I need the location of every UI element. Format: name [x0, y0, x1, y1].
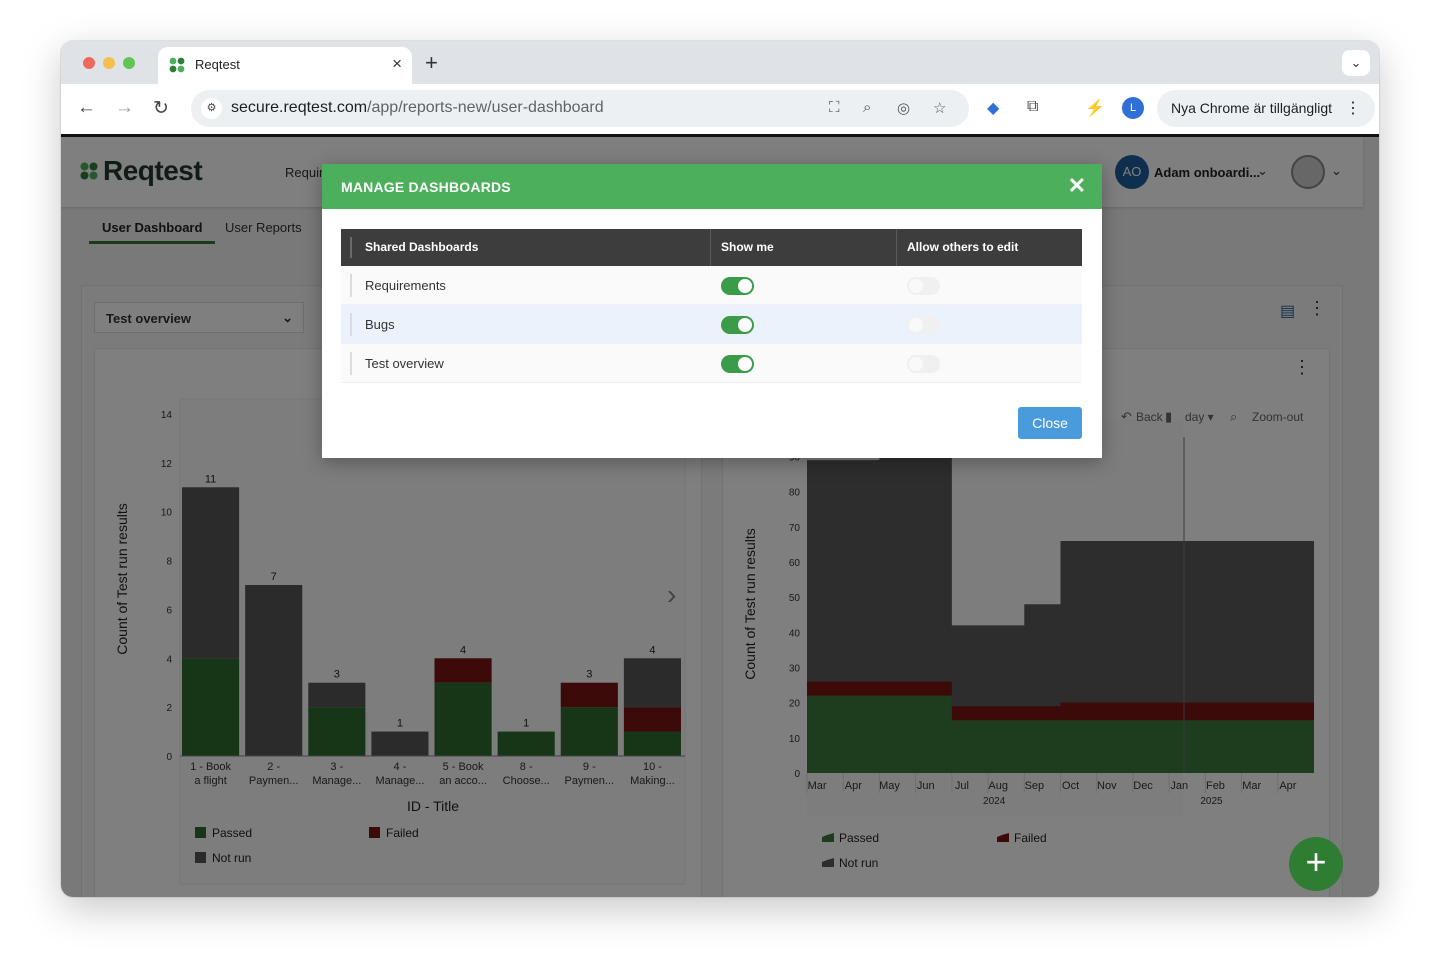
profile-avatar[interactable]: L [1122, 97, 1144, 119]
manage-dashboards-modal: MANAGE DASHBOARDS ✕ Shared Dashboards Sh… [322, 164, 1102, 458]
dashboard-name: Test overview [365, 356, 444, 371]
browser-tab[interactable]: Reqtest × [158, 47, 412, 84]
add-fab-button[interactable]: + [1289, 837, 1343, 891]
drag-handle-icon[interactable] [350, 313, 352, 336]
tab-strip: Reqtest × + ⌄ [61, 41, 1379, 84]
table-row: Test overview [341, 344, 1082, 383]
browser-toolbar: ← → ↻ ⚙ secure.reqtest.com/app/reports-n… [61, 84, 1379, 134]
dashboard-name: Requirements [365, 278, 446, 293]
translate-icon[interactable]: ⛶ [829, 99, 840, 116]
reqtest-logo-icon [169, 57, 185, 73]
table-row: Requirements [341, 266, 1082, 305]
url-text[interactable]: secure.reqtest.com/app/reports-new/user-… [231, 99, 604, 116]
table-header: Shared Dashboards Show me Allow others t… [341, 229, 1082, 266]
drag-handle-icon[interactable] [350, 352, 352, 375]
forward-arrow-icon[interactable]: → [115, 97, 134, 118]
extensions-puzzle-icon[interactable]: ⧉ [1027, 98, 1039, 115]
modal-title: MANAGE DASHBOARDS [341, 179, 511, 195]
column-shared-dashboards: Shared Dashboards [341, 229, 710, 266]
maximize-window-button[interactable] [123, 57, 135, 69]
tab-title: Reqtest [195, 57, 240, 72]
site-info-icon[interactable]: ⚙ [201, 98, 222, 119]
chrome-update-button[interactable]: Nya Chrome är tillgängligt ⋮ [1157, 90, 1375, 127]
show-me-toggle[interactable] [721, 277, 754, 295]
tab-search-button[interactable]: ⌄ [1342, 50, 1370, 76]
allow-edit-toggle[interactable] [907, 316, 940, 334]
table-row: Bugs [341, 305, 1082, 344]
dashboard-name: Bugs [365, 317, 395, 332]
tab-close-icon[interactable]: × [392, 54, 402, 73]
allow-edit-toggle[interactable] [907, 277, 940, 295]
show-me-toggle[interactable] [721, 316, 754, 334]
reload-icon[interactable]: ↻ [153, 98, 169, 119]
zoom-icon[interactable]: ⌕ [863, 99, 872, 116]
browser-window: Reqtest × + ⌄ ← → ↻ ⚙ secure.reqtest.com… [61, 41, 1379, 897]
chrome-update-label: Nya Chrome är tillgängligt [1171, 100, 1333, 116]
modal-header: MANAGE DASHBOARDS ✕ [322, 164, 1102, 209]
column-show-me: Show me [710, 229, 896, 266]
close-icon[interactable]: ✕ [1067, 173, 1086, 198]
extension-tag-icon[interactable]: ◆ [987, 100, 1000, 117]
drag-handle-icon[interactable] [350, 274, 352, 297]
show-me-toggle[interactable] [721, 355, 754, 373]
column-allow-edit: Allow others to edit [896, 229, 1082, 266]
new-tab-button[interactable]: + [425, 50, 438, 75]
close-window-button[interactable] [83, 57, 95, 69]
allow-edit-toggle[interactable] [907, 355, 940, 373]
address-bar[interactable]: ⚙ secure.reqtest.com/app/reports-new/use… [191, 90, 969, 127]
close-button[interactable]: Close [1018, 407, 1082, 439]
eye-off-icon[interactable]: ◎ [897, 100, 911, 117]
back-arrow-icon[interactable]: ← [77, 97, 96, 118]
dashboards-table: Shared Dashboards Show me Allow others t… [341, 229, 1082, 383]
bookmark-star-icon[interactable]: ☆ [933, 100, 947, 117]
minimize-window-button[interactable] [103, 57, 115, 69]
performance-icon[interactable]: ⚡ [1085, 100, 1105, 117]
more-menu-icon[interactable]: ⋮ [1345, 100, 1361, 117]
